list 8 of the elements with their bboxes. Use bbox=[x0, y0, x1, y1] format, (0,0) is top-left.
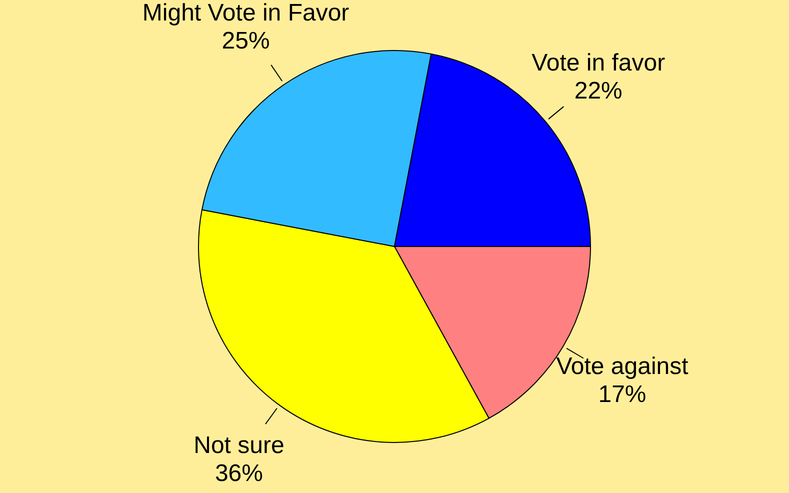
slice-label: Vote against bbox=[556, 352, 689, 380]
slice-label: Vote in favor bbox=[532, 49, 666, 76]
data-label: 22% bbox=[574, 77, 622, 104]
data-label: 36% bbox=[214, 460, 263, 488]
data-label: 17% bbox=[598, 380, 646, 408]
slice-label: Not sure bbox=[194, 432, 284, 460]
data-label: 25% bbox=[222, 27, 270, 54]
slice-label: Might Vote in Favor bbox=[142, 0, 350, 26]
